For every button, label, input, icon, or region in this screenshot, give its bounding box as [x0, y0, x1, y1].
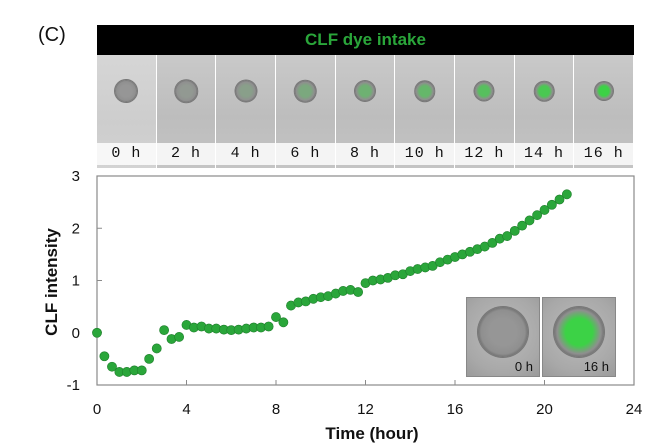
- y-tick-label: -1: [67, 377, 80, 394]
- frame-time-label: 14 h: [514, 143, 574, 165]
- data-point: [353, 287, 364, 297]
- cell-image: [355, 81, 376, 101]
- frame-time-label: 8 h: [335, 143, 395, 165]
- data-point: [263, 321, 274, 332]
- banner-title: CLF dye intake: [305, 30, 426, 49]
- data-point: [278, 317, 289, 328]
- data-point: [107, 361, 117, 372]
- frame-time-label: 12 h: [455, 143, 514, 165]
- y-tick-label: 2: [72, 220, 80, 237]
- y-tick-label: 3: [72, 168, 80, 185]
- data-point: [136, 365, 147, 376]
- x-axis-ticks: 0 4 8 12 16 20 24: [93, 380, 643, 418]
- data-point: [502, 231, 513, 241]
- timelapse-strip: 0 h 2 h 4 h 6 h 8 h 10 h 12 h 14 h 16 h: [97, 55, 635, 168]
- cell-image: [175, 80, 197, 102]
- data-point: [561, 189, 572, 200]
- frame-time-label: 0 h: [97, 143, 156, 165]
- frame-time-label: 6 h: [276, 143, 335, 165]
- data-point: [271, 312, 281, 322]
- frame-time-label: 10 h: [395, 143, 455, 165]
- cell-image: [474, 81, 494, 101]
- data-point: [524, 215, 535, 226]
- y-axis-ticks: -1 0 1 2 3: [67, 168, 102, 394]
- timelapse-frame: 12 h: [455, 55, 515, 168]
- timelapse-frame: 6 h: [276, 55, 336, 168]
- x-tick-label: 0: [93, 401, 101, 418]
- data-point: [539, 205, 550, 215]
- data-point: [532, 210, 543, 221]
- timelapse-frame: 14 h: [514, 55, 575, 168]
- data-point: [159, 325, 170, 336]
- timelapse-frame: 0 h: [97, 55, 157, 168]
- panel-label: (C): [38, 24, 66, 46]
- data-point: [554, 194, 565, 205]
- data-point: [144, 353, 155, 364]
- cell-image: [115, 80, 138, 102]
- data-point: [151, 343, 162, 354]
- cell-image: [414, 81, 435, 101]
- x-tick-label: 4: [182, 401, 190, 418]
- data-point: [487, 237, 498, 248]
- x-axis-label: Time (hour): [325, 424, 418, 443]
- data-point: [517, 220, 528, 231]
- cell-image: [478, 306, 528, 357]
- cell-image: [594, 82, 613, 100]
- timelapse-frame: 2 h: [156, 55, 217, 168]
- x-tick-label: 24: [626, 401, 643, 418]
- data-series: [92, 189, 572, 377]
- timelapse-frame: 10 h: [395, 55, 456, 168]
- data-point: [174, 332, 185, 342]
- data-point: [509, 225, 520, 236]
- data-point: [546, 199, 557, 210]
- frame-time-label: 2 h: [156, 143, 216, 165]
- cell-image: [235, 80, 257, 102]
- cell-image: [534, 81, 554, 101]
- timelapse-frame: 4 h: [216, 55, 277, 168]
- y-tick-label: 0: [72, 325, 80, 342]
- cell-image: [554, 306, 604, 357]
- frame-time-label: 16 h: [574, 143, 634, 165]
- data-point: [99, 351, 110, 362]
- x-tick-label: 8: [272, 401, 280, 418]
- y-axis-label: CLF intensity: [42, 228, 61, 336]
- timelapse-frame: 16 h: [574, 55, 635, 168]
- data-point: [92, 327, 102, 338]
- x-tick-label: 20: [536, 401, 553, 418]
- chart-banner: CLF dye intake: [97, 25, 634, 55]
- y-tick-label: 1: [72, 273, 80, 290]
- cell-image: [295, 80, 316, 102]
- x-tick-label: 12: [357, 401, 374, 418]
- timelapse-frame: 8 h: [335, 55, 396, 168]
- inset-time-label: 0 h: [514, 359, 533, 374]
- inset-image-end: 16 h: [542, 297, 616, 377]
- inset-image-start: 0 h: [466, 297, 540, 377]
- inset-time-label: 16 h: [583, 359, 609, 374]
- frame-time-label: 4 h: [216, 143, 276, 165]
- x-tick-label: 16: [447, 401, 464, 418]
